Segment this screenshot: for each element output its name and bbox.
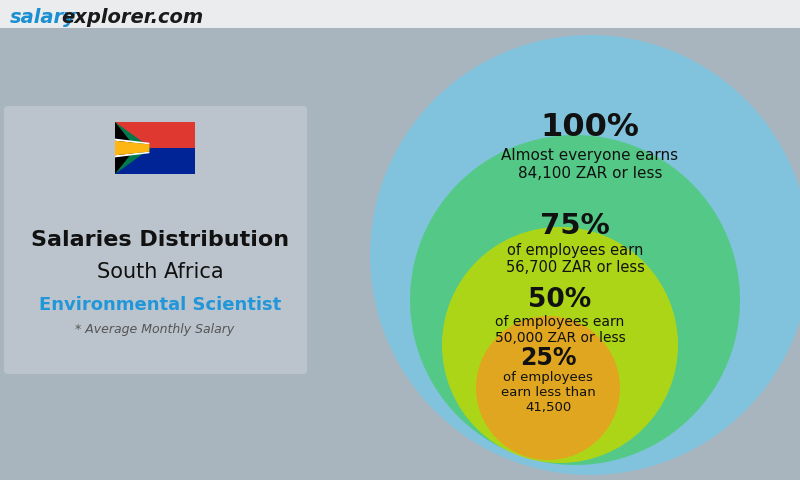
Text: 25%: 25% <box>520 346 576 370</box>
Text: 100%: 100% <box>541 112 639 143</box>
Text: Almost everyone earns: Almost everyone earns <box>502 148 678 163</box>
Text: South Africa: South Africa <box>97 262 223 282</box>
Circle shape <box>410 135 740 465</box>
Bar <box>115 148 195 174</box>
Text: 75%: 75% <box>540 212 610 240</box>
Text: 50,000 ZAR or less: 50,000 ZAR or less <box>494 331 626 345</box>
Text: salary: salary <box>10 8 77 27</box>
Text: earn less than: earn less than <box>501 386 595 399</box>
Text: 84,100 ZAR or less: 84,100 ZAR or less <box>518 166 662 181</box>
Text: explorer.com: explorer.com <box>61 8 203 27</box>
Text: of employees earn: of employees earn <box>495 315 625 329</box>
FancyBboxPatch shape <box>4 106 307 374</box>
Circle shape <box>370 35 800 475</box>
Circle shape <box>442 227 678 463</box>
Polygon shape <box>115 152 150 157</box>
Polygon shape <box>115 139 150 144</box>
Text: Environmental Scientist: Environmental Scientist <box>39 296 281 314</box>
Polygon shape <box>115 141 150 155</box>
Circle shape <box>476 316 620 460</box>
Text: of employees: of employees <box>503 371 593 384</box>
Text: * Average Monthly Salary: * Average Monthly Salary <box>75 324 234 336</box>
Text: 41,500: 41,500 <box>525 401 571 414</box>
Text: Salaries Distribution: Salaries Distribution <box>31 230 289 250</box>
Bar <box>115 122 195 148</box>
Polygon shape <box>115 122 136 174</box>
Text: 50%: 50% <box>528 287 592 313</box>
Text: 56,700 ZAR or less: 56,700 ZAR or less <box>506 260 645 275</box>
Text: of employees earn: of employees earn <box>507 243 643 258</box>
Polygon shape <box>115 122 151 174</box>
Bar <box>0 0 800 28</box>
